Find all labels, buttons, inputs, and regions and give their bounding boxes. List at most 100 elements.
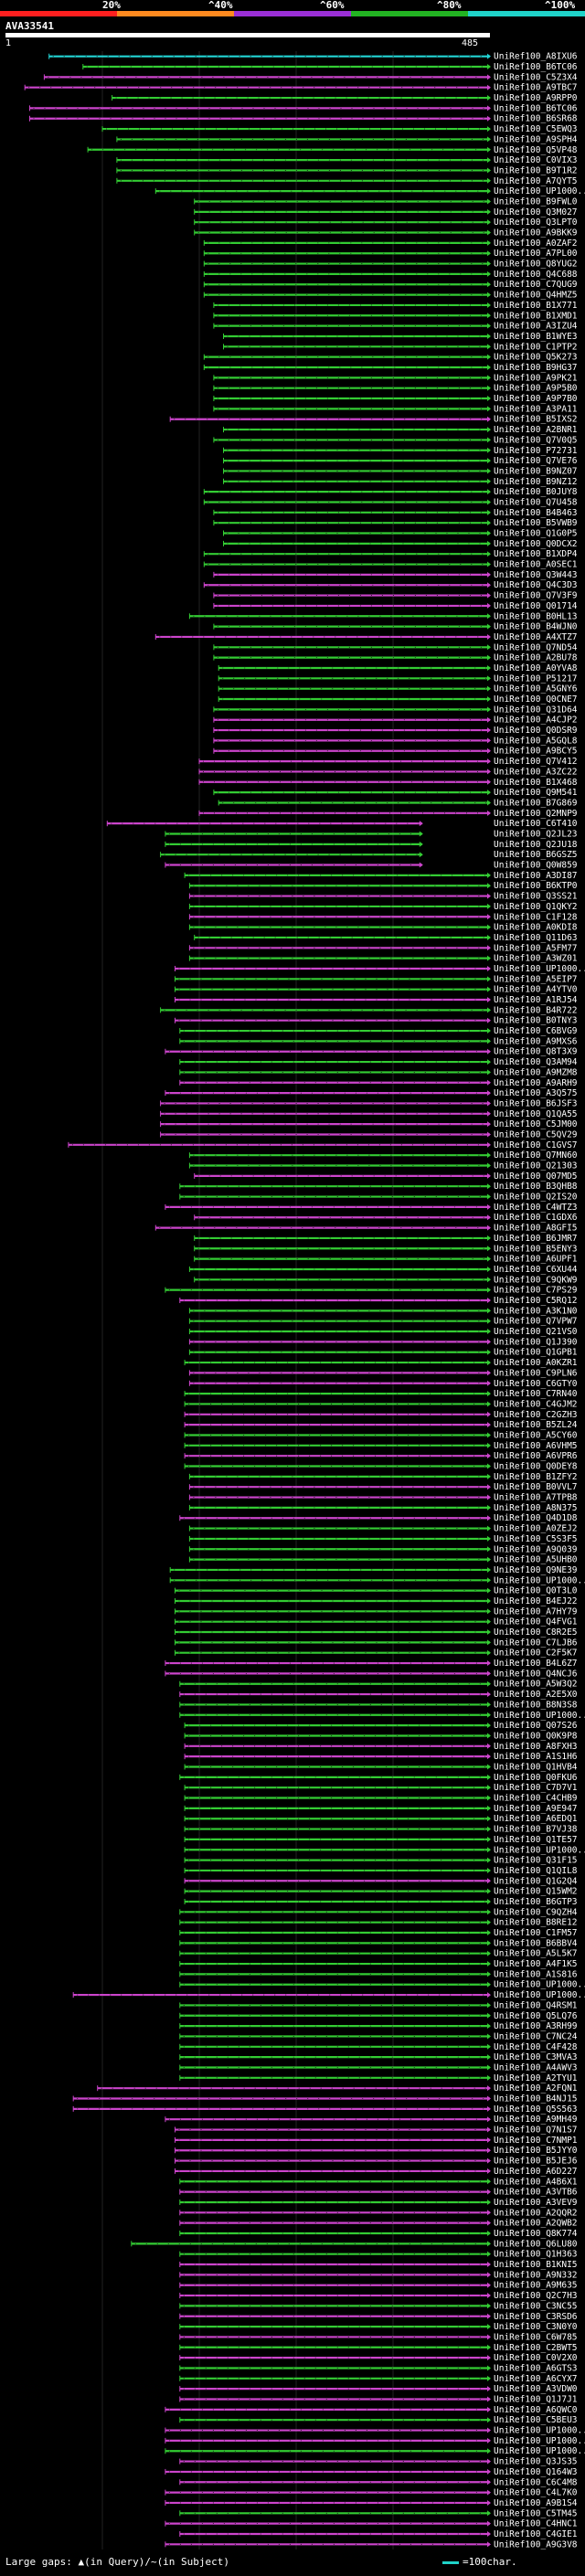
hit-label[interactable]: UniRef100_C2GZH3 [494,1410,578,1420]
hit-label[interactable]: UniRef100_B7VJ38 [494,1825,578,1835]
hit-label[interactable]: UniRef100_C7PS29 [494,1286,578,1296]
hit-label[interactable]: UniRef100_C4GIE1 [494,2529,578,2539]
hit-row[interactable]: UniRef100_A6VHM5 [184,1441,578,1451]
hit-label[interactable]: UniRef100_A5FM77 [494,943,578,953]
hit-label[interactable]: UniRef100_Q7MN60 [494,1150,578,1161]
hit-label[interactable]: UniRef100_A1RJ54 [494,995,578,1005]
hit-row[interactable]: UniRef100_UP1000.. [154,186,585,196]
hit-label[interactable]: UniRef100_A9PK21 [494,373,578,383]
hit-row[interactable]: UniRef100_C4CHB9 [184,1794,578,1804]
hit-label[interactable]: UniRef100_UP1000.. [494,186,585,196]
hit-row[interactable]: UniRef100_A6CYX7 [179,2374,578,2384]
hit-row[interactable]: UniRef100_A8GFI5 [154,1224,578,1234]
hit-label[interactable]: UniRef100_Q0T3L0 [494,1586,578,1596]
hit-row[interactable]: UniRef100_C1FM57 [179,1928,578,1938]
hit-label[interactable]: UniRef100_C4HNC1 [494,2519,578,2529]
hit-label[interactable]: UniRef100_C1FM57 [494,1928,578,1938]
hit-row[interactable]: UniRef100_Q31D64 [213,705,578,715]
hit-label[interactable]: UniRef100_C5QV29 [494,1129,578,1140]
hit-row[interactable]: UniRef100_C5TM45 [179,2508,578,2518]
hit-row[interactable]: UniRef100_Q0CNE7 [218,694,578,705]
hit-label[interactable]: UniRef100_A9MXS6 [494,1036,578,1046]
hit-label[interactable]: UniRef100_P72731 [494,446,578,456]
hit-label[interactable]: UniRef100_C6W785 [494,2332,578,2342]
hit-label[interactable]: UniRef100_Q21VS0 [494,1327,578,1337]
hit-label[interactable]: UniRef100_B5VWB9 [494,518,578,528]
hit-label[interactable]: UniRef100_C7NC24 [494,2031,578,2041]
hit-row[interactable]: UniRef100_A6EDQ1 [184,1814,578,1824]
hit-label[interactable]: UniRef100_UP1000.. [494,1711,585,1721]
hit-row[interactable]: UniRef100_Q1QIL8 [184,1866,578,1876]
hit-label[interactable]: UniRef100_B0JUY8 [494,487,578,497]
hit-label[interactable]: UniRef100_Q07S26 [494,1721,578,1731]
hit-row[interactable]: UniRef100_Q7V3F9 [213,591,578,601]
hit-row[interactable]: UniRef100_A4B6X1 [179,2177,578,2187]
hit-row[interactable]: UniRef100_Q8K774 [179,2229,578,2239]
hit-row[interactable]: UniRef100_A1RJ54 [175,995,578,1005]
hit-row[interactable]: UniRef100_C4GIE1 [179,2529,578,2539]
hit-row[interactable]: UniRef100_B6GTP3 [184,1897,578,1907]
hit-label[interactable]: UniRef100_A0KZR1 [494,1358,578,1368]
hit-row[interactable]: UniRef100_C6C4M8 [179,2477,578,2487]
hit-row[interactable]: UniRef100_C4HNC1 [165,2519,578,2529]
hit-label[interactable]: UniRef100_Q21303 [494,1161,578,1171]
hit-label[interactable]: UniRef100_B1XDP4 [494,549,578,559]
hit-label[interactable]: UniRef100_Q1QA55 [494,1109,578,1119]
hit-row[interactable]: UniRef100_Q4C3D3 [203,580,578,590]
hit-label[interactable]: UniRef100_B9T1R2 [494,165,578,175]
hit-label[interactable]: UniRef100_C3N0Y0 [494,2322,578,2332]
hit-label[interactable]: UniRef100_Q0W859 [494,861,578,871]
hit-row[interactable]: UniRef100_A0KZR1 [184,1358,578,1368]
hit-label[interactable]: UniRef100_A9BCY5 [494,747,578,757]
hit-row[interactable]: UniRef100_Q1H363 [179,2250,578,2260]
hit-row[interactable]: UniRef100_P51217 [218,673,578,684]
hit-label[interactable]: UniRef100_A9P5B0 [494,384,578,394]
hit-row[interactable]: UniRef100_UP1000.. [179,1980,585,1990]
hit-row[interactable]: UniRef100_A5FM77 [188,943,578,953]
hit-row[interactable]: UniRef100_B4R722 [160,1005,578,1015]
hit-row[interactable]: UniRef100_A3Q575 [165,1088,578,1098]
hit-row[interactable]: UniRef100_Q2JU18 [165,840,578,850]
hit-row[interactable]: UniRef100_Q1QA55 [160,1109,578,1119]
hit-label[interactable]: UniRef100_B4EJ22 [494,1596,578,1606]
hit-label[interactable]: UniRef100_A3RH99 [494,2021,578,2031]
hit-row[interactable]: UniRef100_A6UPF1 [194,1255,578,1265]
hit-label[interactable]: UniRef100_A0SEC1 [494,560,578,570]
hit-row[interactable]: UniRef100_Q8T3X9 [165,1047,578,1057]
hit-row[interactable]: UniRef100_Q1TE57 [184,1835,578,1845]
hit-row[interactable]: UniRef100_C0VIX3 [116,155,578,165]
hit-row[interactable]: UniRef100_Q0FKU6 [179,1773,578,1783]
hit-row[interactable]: UniRef100_C7NC24 [179,2031,578,2041]
hit-label[interactable]: UniRef100_A6CYX7 [494,2374,578,2384]
hit-row[interactable]: UniRef100_C6BVG9 [179,1026,578,1036]
hit-label[interactable]: UniRef100_Q4RSM1 [494,2000,578,2010]
hit-label[interactable]: UniRef100_Q1TE57 [494,1835,578,1845]
hit-row[interactable]: UniRef100_Q4D1D8 [179,1513,578,1523]
hit-label[interactable]: UniRef100_C6C4M8 [494,2477,578,2487]
hit-label[interactable]: UniRef100_B6GTP3 [494,1897,578,1907]
hit-label[interactable]: UniRef100_B9NZ12 [494,477,578,487]
hit-row[interactable]: UniRef100_A3PA11 [213,404,578,414]
hit-row[interactable]: UniRef100_Q8YUG2 [203,260,578,270]
hit-row[interactable]: UniRef100_B4NJ15 [72,2094,578,2104]
hit-row[interactable]: UniRef100_Q0DSR9 [213,726,578,736]
hit-label[interactable]: UniRef100_A9RPP0 [494,93,578,103]
hit-label[interactable]: UniRef100_C6BVG9 [494,1026,578,1036]
hit-row[interactable]: UniRef100_C6GTY0 [188,1379,578,1389]
hit-row[interactable]: UniRef100_B0JUY8 [203,487,578,497]
hit-row[interactable]: UniRef100_Q2MNP9 [198,809,578,819]
hit-label[interactable]: UniRef100_C7RN40 [494,1389,578,1399]
hit-label[interactable]: UniRef100_B6BBV4 [494,1938,578,1948]
hit-label[interactable]: UniRef100_A3VTB6 [494,2188,578,2198]
hit-label[interactable]: UniRef100_A2QWB2 [494,2219,578,2229]
hit-row[interactable]: UniRef100_C3NC55 [179,2301,578,2311]
hit-row[interactable]: UniRef100_A2E5X0 [179,1690,578,1700]
hit-label[interactable]: UniRef100_A8N375 [494,1503,578,1513]
hit-label[interactable]: UniRef100_Q1G2Q4 [494,1876,578,1886]
hit-row[interactable]: UniRef100_A2QQR2 [179,2208,578,2218]
hit-row[interactable]: UniRef100_B7VJ38 [184,1825,578,1835]
hit-label[interactable]: UniRef100_C9QZH4 [494,1907,578,1917]
hit-label[interactable]: UniRef100_Q3JS35 [494,2457,578,2467]
hit-row[interactable]: UniRef100_A8IXU6 [48,52,578,62]
hit-label[interactable]: UniRef100_A2QQR2 [494,2208,578,2218]
